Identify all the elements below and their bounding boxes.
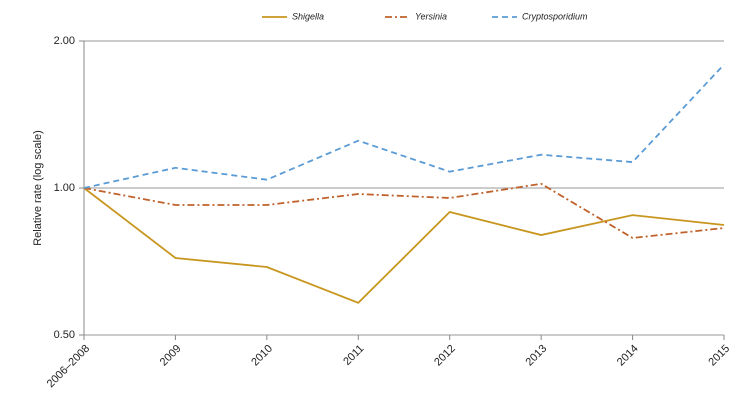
series-line (83, 63, 725, 189)
x-tick-label: 2012 (432, 343, 458, 369)
legend-label: Shigella (292, 11, 324, 21)
x-tick-label: 2006–2008 (45, 343, 92, 390)
x-tick-label: 2009 (158, 343, 184, 369)
x-tick-label: 2014 (615, 343, 641, 369)
y-axis-label: Relative rate (log scale) (32, 130, 44, 246)
x-tick-label: 2011 (341, 343, 366, 368)
y-tick-label: 1.00 (54, 182, 75, 194)
y-tick-label: 2.00 (54, 35, 75, 47)
series-line (83, 182, 725, 239)
legend: Shigella Yersinia Cryptosporidium (262, 11, 588, 21)
series-line (83, 187, 725, 304)
legend-label: Cryptosporidium (522, 11, 588, 21)
legend-label: Yersinia (415, 11, 447, 21)
y-tick-label: 0.50 (54, 329, 75, 341)
x-tick-label: 2015 (706, 343, 732, 369)
x-tick-label: 2010 (249, 343, 275, 369)
x-tick-label: 2013 (524, 343, 550, 369)
